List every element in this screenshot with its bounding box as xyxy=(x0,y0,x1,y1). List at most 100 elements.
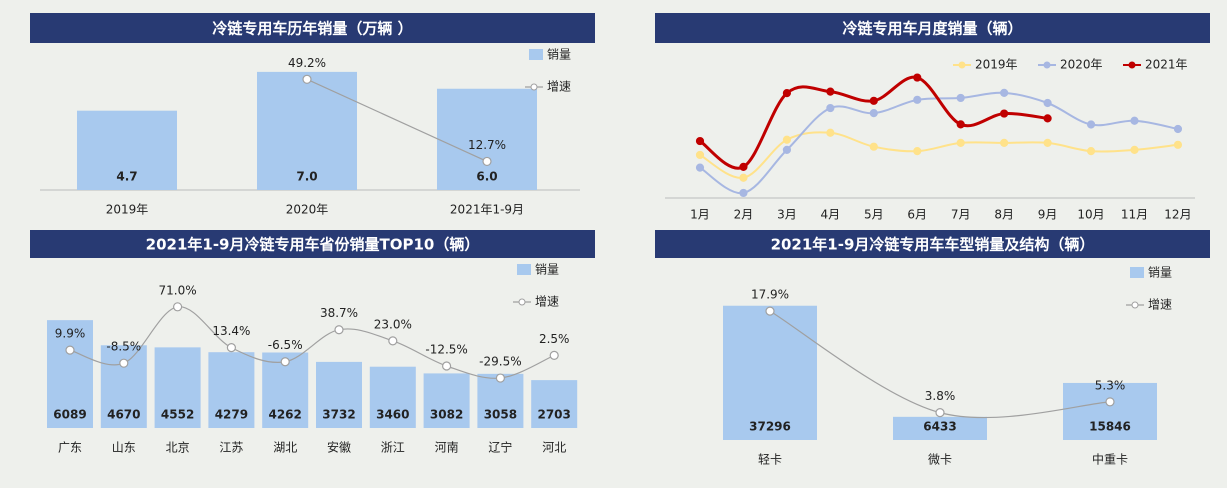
value-label: 12.7% xyxy=(468,138,506,152)
marker xyxy=(1043,98,1052,108)
legend-label: 增速 xyxy=(535,295,559,309)
marker xyxy=(826,87,835,96)
x-tick-label: 广东 xyxy=(58,441,82,455)
marker xyxy=(1086,120,1096,129)
x-tick-label: 2月 xyxy=(734,208,754,222)
value-label: 37296 xyxy=(749,420,791,434)
x-tick-label: 中重卡 xyxy=(1092,452,1128,467)
value-label: -6.5% xyxy=(268,338,303,352)
marker xyxy=(1000,109,1009,118)
x-tick-label: 7月 xyxy=(951,208,971,222)
legend-marker xyxy=(1128,61,1136,69)
x-tick-label: 12月 xyxy=(1164,208,1191,222)
marker xyxy=(280,357,290,367)
marker xyxy=(1130,116,1139,125)
title-bar xyxy=(30,13,595,43)
marker xyxy=(869,96,878,105)
value-label: 4.7 xyxy=(116,170,137,184)
legend-marker xyxy=(1131,301,1139,309)
x-tick-label: 5月 xyxy=(864,208,884,222)
bar xyxy=(531,380,578,428)
marker xyxy=(1173,140,1183,149)
chart-title: 2021年1-9月冷链专用车车型销量及结构（辆） xyxy=(771,236,1095,254)
line xyxy=(69,306,555,379)
marker xyxy=(826,128,835,137)
marker xyxy=(119,358,129,368)
value-label: 7.0 xyxy=(296,170,317,184)
value-label: -12.5% xyxy=(425,343,467,357)
marker xyxy=(782,145,792,154)
marker xyxy=(826,103,835,113)
bar xyxy=(316,361,362,428)
x-tick-label: 9月 xyxy=(1038,208,1058,222)
x-tick-label: 浙江 xyxy=(381,441,405,455)
marker xyxy=(1043,138,1052,147)
value-label: 13.4% xyxy=(212,324,250,338)
legend-marker xyxy=(1043,61,1051,69)
marker xyxy=(935,408,945,418)
value-label: 3.8% xyxy=(925,389,956,403)
marker xyxy=(495,373,505,383)
legend-label: 销量 xyxy=(535,263,559,277)
x-tick-label: 8月 xyxy=(994,208,1014,222)
bar xyxy=(154,347,201,428)
value-label: 17.9% xyxy=(751,288,789,302)
legend-label: 销量 xyxy=(547,48,571,62)
marker xyxy=(65,345,75,355)
marker xyxy=(765,306,775,316)
value-label: 3460 xyxy=(376,408,409,422)
marker xyxy=(1000,138,1009,147)
legend-label: 2020年 xyxy=(1060,58,1103,72)
marker xyxy=(956,120,965,129)
marker xyxy=(869,109,878,118)
value-label: 71.0% xyxy=(159,283,197,297)
bar xyxy=(47,320,93,428)
x-tick-label: 辽宁 xyxy=(488,440,512,455)
marker xyxy=(1173,124,1183,134)
chart-title: 冷链专用车月度销量（辆） xyxy=(842,20,1022,38)
value-label: 5.3% xyxy=(1095,378,1126,392)
bar xyxy=(723,305,817,440)
marker xyxy=(695,163,705,172)
marker xyxy=(1130,145,1139,154)
value-label: 4552 xyxy=(161,408,194,422)
value-label: 6433 xyxy=(923,420,956,434)
marker xyxy=(334,325,344,335)
x-tick-label: 10月 xyxy=(1077,208,1104,222)
bar xyxy=(1063,382,1157,440)
legend-label: 增速 xyxy=(547,80,571,94)
value-label: 2.5% xyxy=(539,332,570,346)
bar xyxy=(369,366,416,428)
value-label: 2703 xyxy=(537,408,570,422)
x-tick-label: 2020年 xyxy=(286,203,329,217)
bar xyxy=(437,88,537,190)
legend-label: 2019年 xyxy=(975,58,1018,72)
value-label: 4670 xyxy=(107,408,140,422)
x-tick-label: 2021年1-9月 xyxy=(450,203,524,217)
x-tick-label: 2019年 xyxy=(106,203,149,217)
line xyxy=(699,91,1179,194)
bar xyxy=(257,71,357,190)
x-tick-label: 江苏 xyxy=(219,441,243,455)
marker xyxy=(782,89,792,98)
marker xyxy=(695,150,705,160)
bar xyxy=(477,373,524,428)
bar xyxy=(208,352,255,428)
marker xyxy=(739,173,748,182)
marker xyxy=(913,73,922,82)
bar xyxy=(423,373,470,428)
marker xyxy=(695,136,705,146)
x-tick-label: 山东 xyxy=(112,441,136,455)
marker xyxy=(482,156,492,167)
value-label: -29.5% xyxy=(479,355,521,369)
marker xyxy=(226,343,236,353)
value-label: 49.2% xyxy=(288,56,326,70)
legend-swatch xyxy=(1130,267,1144,278)
marker xyxy=(1105,397,1115,407)
value-label: -8.5% xyxy=(106,340,141,354)
marker xyxy=(956,93,965,103)
marker xyxy=(173,302,183,312)
value-label: 4279 xyxy=(215,408,248,422)
marker xyxy=(388,336,398,346)
